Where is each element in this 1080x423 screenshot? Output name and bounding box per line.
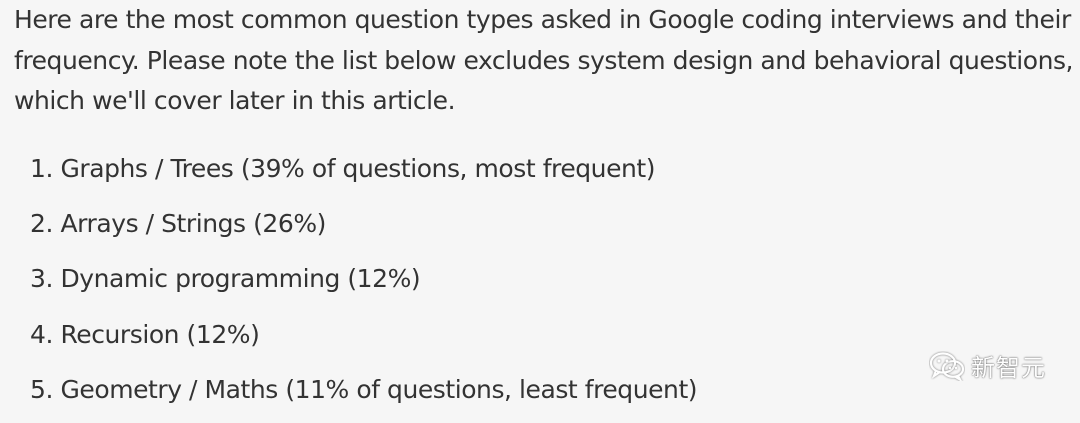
question-types-list: 1. Graphs / Trees (39% of questions, mos… bbox=[0, 147, 698, 423]
list-item-text: Arrays / Strings (26%) bbox=[60, 209, 327, 239]
list-item: 3. Dynamic programming (12%) bbox=[0, 257, 697, 312]
list-item-text: Dynamic programming (12%) bbox=[60, 264, 421, 294]
list-item-number: 5. bbox=[30, 374, 53, 404]
list-item-text: Graphs / Trees (39% of questions, most f… bbox=[60, 154, 656, 183]
list-item: 1. Graphs / Trees (39% of questions, mos… bbox=[0, 147, 697, 202]
list-item: 4. Recursion (12%) bbox=[0, 313, 697, 368]
list-item: 5. Geometry / Maths (11% of questions, l… bbox=[0, 368, 698, 423]
list-item-number: 4. bbox=[30, 319, 53, 349]
watermark: 新智元 bbox=[929, 348, 1046, 383]
intro-paragraph: Here are the most common question types … bbox=[14, 5, 1074, 115]
list-item-number: 1. bbox=[30, 154, 53, 183]
wechat-icon bbox=[929, 351, 965, 381]
list-item-number: 2. bbox=[30, 209, 53, 239]
list-item-text: Geometry / Maths (11% of questions, leas… bbox=[60, 374, 698, 404]
list-item: 2. Arrays / Strings (26%) bbox=[0, 202, 697, 257]
watermark-text: 新智元 bbox=[971, 354, 1046, 382]
list-item-text: Recursion (12%) bbox=[60, 319, 260, 349]
list-item-number: 3. bbox=[30, 264, 53, 294]
